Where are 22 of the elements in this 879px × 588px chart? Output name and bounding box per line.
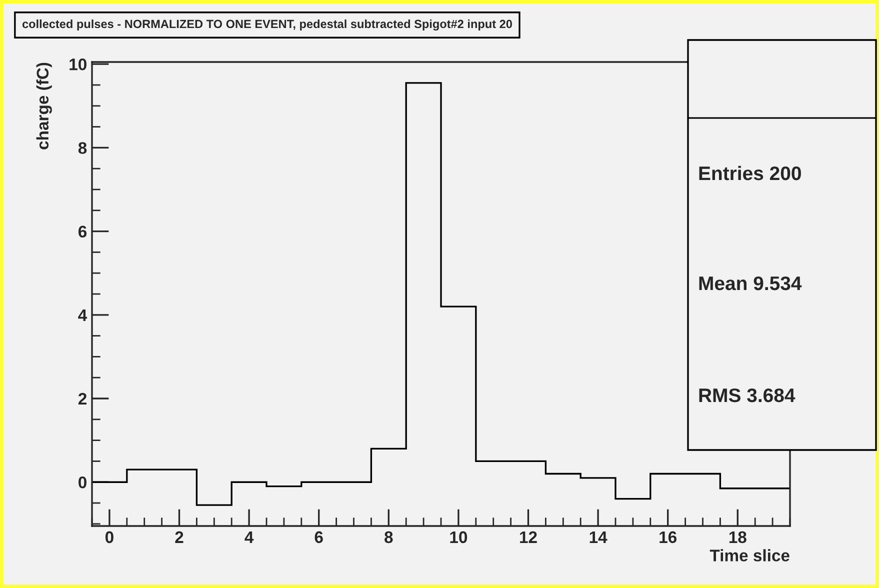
annotation: Entries 200 — [699, 166, 801, 180]
x-tick-label: 12 — [520, 531, 537, 543]
y-tick-label: 6 — [78, 226, 87, 238]
y-tick-label: 0 — [78, 476, 86, 488]
x-tick-label: 14 — [590, 531, 608, 543]
x-tick-label: 0 — [105, 531, 114, 544]
y-axis-title: charge (fC) — [36, 62, 52, 150]
x-tick-label: 6 — [314, 531, 323, 544]
x-tick-label: 4 — [244, 531, 254, 543]
y-tick-label: 10 — [70, 58, 86, 70]
y-tick-label: 2 — [78, 392, 86, 405]
x-tick-label: 10 — [450, 531, 468, 544]
chart-title: collected pulses - NORMALIZED TO ONE EVENT, pedestal subtracted Spigot#2 input 20 — [22, 19, 512, 31]
x-tick-label: 18 — [729, 531, 746, 544]
annotation: Mean 9.534 — [699, 276, 802, 290]
annotation: RMS 3.684 — [699, 388, 796, 402]
x-tick-label: 8 — [384, 531, 393, 544]
x-tick-label: 16 — [660, 531, 677, 544]
x-tick-label: 2 — [175, 531, 184, 543]
x-axis-title: Time slice — [710, 549, 790, 562]
y-tick-label: 4 — [78, 309, 88, 321]
y-tick-label: 8 — [78, 142, 87, 154]
